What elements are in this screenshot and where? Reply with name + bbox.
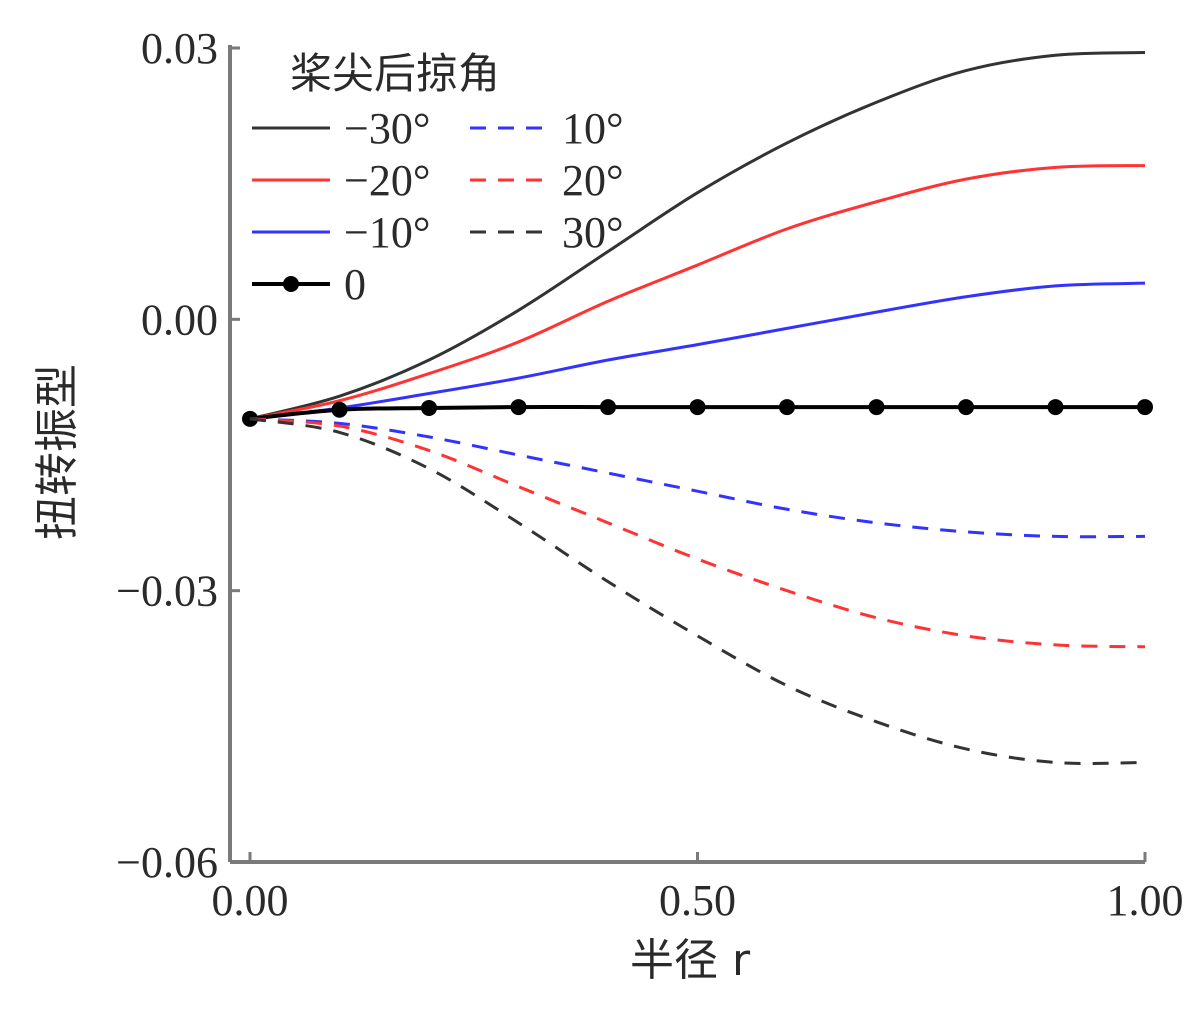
series-layer xyxy=(242,51,1153,766)
x-axis-title: 半径 r xyxy=(630,935,751,986)
series-marker xyxy=(958,399,974,416)
y-tick-label: 0.03 xyxy=(141,24,218,73)
series-marker xyxy=(689,399,706,416)
legend-label: 30° xyxy=(562,208,624,257)
legend-label: −20° xyxy=(344,156,430,205)
series-line-4 xyxy=(249,417,1146,539)
axes xyxy=(228,45,1145,864)
series-marker xyxy=(1047,399,1064,416)
legend-label: 0 xyxy=(344,260,366,309)
series-marker xyxy=(510,399,527,416)
series-line-0 xyxy=(249,51,1146,421)
series-marker xyxy=(779,399,795,416)
x-tick-label: 0.50 xyxy=(659,876,736,925)
legend-label: −30° xyxy=(344,104,430,153)
legend-title: 桨尖后掠角 xyxy=(290,49,500,98)
y-tick-label: −0.06 xyxy=(116,838,218,887)
ticks: 0.00 0.50 1.00 0.03 0.00 −0.03 −0.06 xyxy=(116,24,1183,925)
series-line-1 xyxy=(249,164,1146,421)
legend-marker xyxy=(283,276,299,292)
x-tick-label: 1.00 xyxy=(1107,876,1184,925)
legend: 桨尖后掠角 −30°−20°−10°0 10°20°30° xyxy=(252,49,624,309)
series-marker xyxy=(421,399,437,416)
legend-label: 10° xyxy=(562,104,624,153)
series-marker xyxy=(331,401,348,418)
series-marker xyxy=(600,399,616,416)
series-line-6 xyxy=(249,417,1146,766)
series-marker xyxy=(868,399,885,416)
x-tick-label: 0.00 xyxy=(212,876,289,925)
y-tick-label: 0.00 xyxy=(141,295,218,344)
legend-label: 20° xyxy=(562,156,624,205)
series-line-5 xyxy=(249,417,1146,649)
y-axis-title: 扭转振型 xyxy=(32,364,83,540)
series-marker xyxy=(1137,399,1153,416)
legend-label: −10° xyxy=(344,208,430,257)
series-line-2 xyxy=(249,281,1146,421)
y-tick-label: −0.03 xyxy=(116,567,218,616)
